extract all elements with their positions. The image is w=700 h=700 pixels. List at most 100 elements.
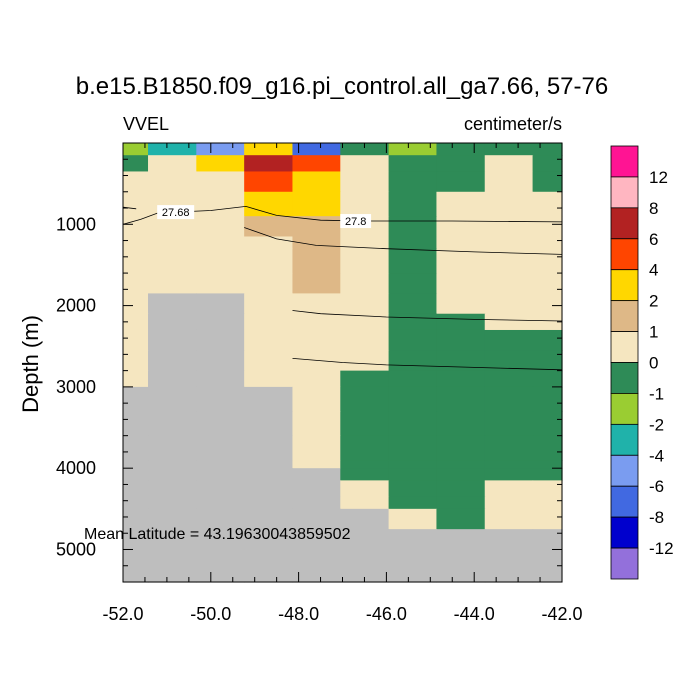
y-axis-label: Depth (m) [18,315,43,413]
data-cell [484,143,534,156]
contour-labels: 27.68 27.8 [157,205,372,229]
data-cell [484,329,534,351]
data-cell [244,370,294,388]
land-cell [244,386,294,412]
data-cell [484,468,534,481]
data-cell [340,350,390,372]
data-cell [532,435,563,461]
data-cell [484,496,534,510]
data-cell [436,216,486,238]
data-cell [340,480,390,498]
data-cell [340,386,390,412]
data-cell [388,411,438,437]
data-cell [340,236,390,250]
data-cell [532,480,563,498]
data-cell [388,191,438,217]
land-cell [484,529,534,583]
data-cell [340,411,390,437]
data-cell [532,236,563,250]
data-cell [388,480,438,498]
land-cell [123,480,149,498]
data-cell [196,155,245,173]
legend-label: -1 [649,384,664,403]
data-cell [340,248,390,274]
data-cell [123,216,149,238]
data-cell [388,350,438,372]
legend-swatch [610,516,639,549]
data-cell [123,143,149,156]
data-cell [436,273,486,294]
data-cell [123,236,149,250]
data-cell [436,435,486,461]
data-cell [532,460,563,469]
legend-swatch [610,269,639,302]
land-cell [292,480,341,498]
data-cell [484,216,534,238]
contour-label-box [340,214,372,229]
data-cell [292,216,341,238]
data-cell [292,411,341,437]
x-axis: -52.0 -50.0 -48.0 -46.0 -44.0 -42.0 [102,143,583,624]
data-cell [484,171,534,193]
x-tick-label: -44.0 [454,604,495,624]
data-cell [292,386,341,412]
data-cell [436,313,486,331]
data-cell [340,191,390,217]
land-cell [532,529,563,583]
data-cell [196,171,245,193]
x-tick-label: -52.0 [102,604,143,624]
legend-label: 12 [649,168,668,187]
data-cell [532,468,563,481]
color-legend: 12 8 6 4 2 1 0 -1 -2 -4 -6 -8 -12 [610,145,674,580]
land-cell [148,350,197,372]
data-cell [388,143,438,156]
land-cell [196,293,245,315]
data-cell [292,460,341,469]
data-cell [532,216,563,238]
land-cell [196,460,245,469]
legend-swatch [610,547,639,580]
heatmap-cells [123,143,563,583]
land-cell [196,508,245,530]
data-cell [244,350,294,372]
data-cell [484,155,534,173]
data-cell [340,155,390,173]
data-cell [292,329,341,351]
y-tick-label: 1000 [56,214,96,234]
y-tick-label: 2000 [56,296,96,316]
data-cell [436,143,486,156]
data-cell [292,293,341,315]
land-cell [196,435,245,461]
data-cell [436,508,486,530]
data-cell [388,273,438,294]
data-cell [532,313,563,331]
data-cell [123,191,149,217]
data-cell [436,496,486,510]
legend-label: -4 [649,446,664,465]
data-cell [484,370,534,388]
data-cell [292,313,341,331]
data-cell [123,155,149,173]
mean-latitude-annotation: Mean Latitude = 43.19630043859502 [84,526,351,543]
legend-label: 0 [649,354,658,373]
legend-swatch [610,331,639,363]
data-cell [292,143,341,156]
data-cell [292,370,341,388]
land-cell [148,370,197,388]
land-cell [196,480,245,498]
data-cell [196,143,245,156]
data-cell [388,155,438,173]
data-cell [123,313,149,331]
data-cell [532,248,563,274]
land-cell [123,496,149,510]
legend-swatch [610,176,639,209]
land-cell [292,468,341,481]
x-tick-label: -50.0 [190,604,231,624]
data-cell [532,191,563,217]
data-cell [532,386,563,412]
data-cell [532,155,563,173]
land-cell [196,350,245,372]
data-cell [436,171,486,193]
y-tick-label: 4000 [56,458,96,478]
land-cell [123,529,149,583]
